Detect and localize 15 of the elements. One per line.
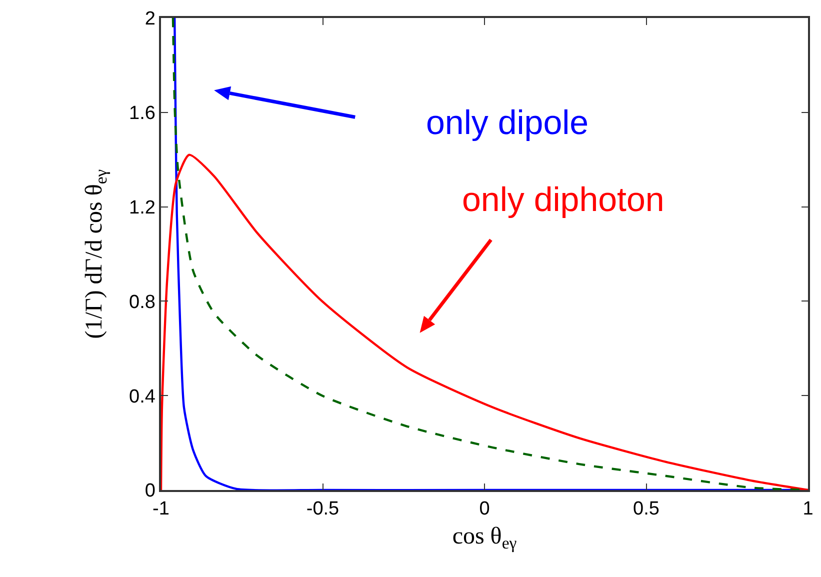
x-tick-label: -0.5 — [306, 498, 340, 520]
y-tick-label: 1.6 — [129, 103, 156, 124]
y-tick-label: 2 — [144, 8, 156, 30]
y-tick-label: 0 — [144, 480, 156, 502]
x-tick-label: -1 — [152, 498, 170, 520]
y-tick-label: 1.2 — [129, 197, 156, 218]
x-axis-title: cos θ$_{eγ}$ — [452, 523, 518, 552]
line-series — [161, 154, 808, 490]
x-tick-label: 1 — [802, 498, 814, 520]
x-tick-label: 0.5 — [633, 498, 660, 520]
y-tick-label: 0.8 — [129, 292, 156, 313]
x-tick-label: 0 — [479, 498, 490, 520]
annotation: only dipole — [426, 104, 589, 142]
annotation: only diphoton — [462, 181, 664, 219]
y-tick-label: 0.4 — [129, 386, 156, 408]
